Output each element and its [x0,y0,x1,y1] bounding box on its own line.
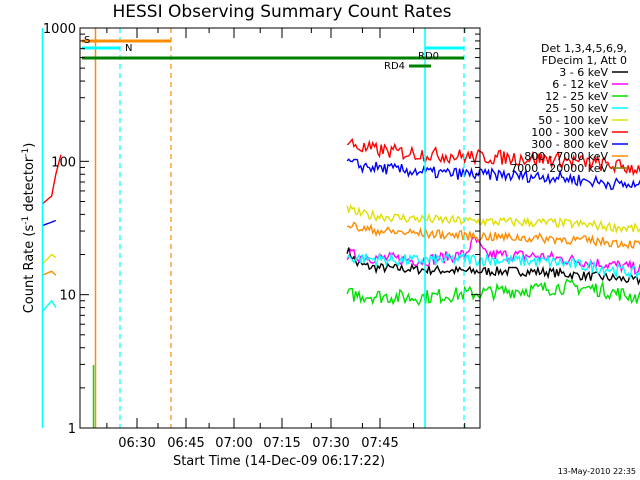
footer-timestamp: 13-May-2010 22:35 [558,467,636,476]
series-line-9 [42,219,57,227]
series-layer [41,137,640,312]
x-tick-label: 07:30 [312,436,349,451]
series-line-7 [42,154,62,205]
series-line-8 [346,137,640,177]
legend-header-0: Det 1,3,4,5,6,9, [541,42,627,55]
annotation-rd4: RD4 [384,61,405,72]
y-axis-label-part1: Count Rate (s [22,225,37,314]
legend-label-8: 7000 - 20000 keV [510,162,608,175]
axes: 1 10 100 1000 06:30 06:45 07:00 07:15 07:30 07:45 [43,22,481,451]
x-tick-label: 06:30 [118,436,155,451]
chart-title: HESSI Observing Summary Count Rates [112,2,451,22]
legend-label-7: 800 - 7000 keV [524,150,608,163]
series-line-10 [346,158,640,191]
legend-label-2: 12 - 25 keV [545,90,608,103]
series-line-5 [42,253,57,265]
legend-label-3: 25 - 50 keV [545,102,608,115]
x-axis-label: Start Time (14-Dec-09 06:17:22) [173,454,385,469]
series-line-0 [346,247,640,286]
legend-label-1: 6 - 12 keV [552,78,608,91]
y-tick-label: 1000 [43,22,76,37]
legend-label-0: 3 - 6 keV [559,66,608,79]
series-line-12 [346,221,640,250]
series-line-2 [346,278,640,307]
plot-frame [79,27,481,429]
x-tick-label: 07:15 [263,436,300,451]
series-line-11 [42,270,57,276]
y-tick-label: 100 [51,155,76,170]
y-axis-label-sup1: -1 [21,216,31,225]
legend-label-5: 100 - 300 keV [531,126,608,139]
annotation-rd0: RD0 [418,51,439,62]
legend-label-6: 300 - 800 keV [531,138,608,151]
y-axis-label: Count Rate (s-1 detector-1) [21,143,37,314]
instrument-overlays: S N RD0 RD4 [41,28,465,428]
x-tick-label: 07:00 [215,436,252,451]
annotation-n: N [125,43,132,54]
annotation-s: S [84,35,90,46]
y-tick-label: 1 [68,422,76,437]
y-axis-label-sup2: -1 [21,148,31,157]
series-line-6 [346,203,640,235]
x-tick-label: 06:45 [167,436,204,451]
legend-label-4: 50 - 100 keV [538,114,608,127]
y-tick-label: 10 [59,289,76,304]
series-line-1 [346,236,640,275]
y-axis-label-part2: detector [22,156,37,216]
y-axis-label-part3: ) [22,143,37,148]
legend-header-1: FDecim 1, Att 0 [542,54,627,67]
svg-text:Count Rate (s-1 detector-1): Count Rate (s-1 detector-1) [21,143,37,314]
series-line-4 [346,251,640,280]
legend: Det 1,3,4,5,6,9,FDecim 1, Att 03 - 6 keV… [510,42,628,175]
series-line-3 [41,299,57,312]
x-tick-label: 07:45 [361,436,398,451]
